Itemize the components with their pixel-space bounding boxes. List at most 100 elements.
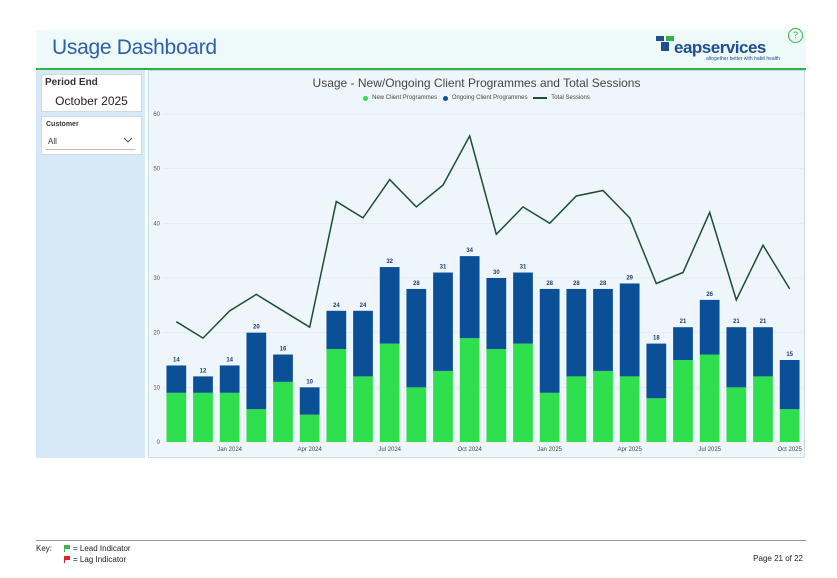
y-tick-label: 0	[157, 440, 161, 446]
bar-new-client	[193, 392, 213, 442]
usage-chart: 0 10 20 30 40 50 60 14 12 14 20 16 10 24 24 32 28 31 34 30 3…	[153, 112, 803, 453]
total-data-label: 18	[653, 336, 660, 342]
bar-new-client	[246, 409, 267, 442]
bar-ongoing-client	[486, 278, 507, 350]
bar-ongoing-client	[726, 327, 747, 388]
chevron-down-icon	[123, 137, 133, 143]
total-data-label: 26	[706, 292, 713, 298]
bar-new-client	[593, 370, 613, 442]
customer-value: All	[48, 137, 57, 146]
x-tick-label: Jul 2025	[698, 447, 721, 453]
total-data-label: 28	[413, 281, 420, 287]
y-tick-label: 50	[153, 167, 160, 173]
bar-new-client	[433, 370, 453, 442]
y-tick-label: 60	[153, 112, 160, 118]
bar-new-client	[726, 387, 747, 442]
y-tick-label: 30	[153, 276, 160, 282]
total-data-label: 28	[546, 281, 553, 287]
total-data-label: 20	[253, 325, 260, 331]
legend-label-total[interactable]: Total Sessions	[551, 95, 590, 101]
bar-new-client	[539, 392, 560, 442]
x-tick-label: Apr 2024	[297, 447, 322, 453]
usage-chart-panel: Usage - New/Ongoing Client Programmes an…	[148, 70, 805, 458]
page-title: Usage Dashboard	[52, 36, 217, 59]
legend-label-ongoing[interactable]: Ongoing Client Programmes	[451, 95, 528, 101]
lag-indicator-key: = Lag Indicator	[64, 555, 184, 564]
bar-ongoing-client	[406, 288, 427, 388]
bar-ongoing-client	[753, 327, 773, 377]
customer-dropdown[interactable]: All	[46, 135, 135, 150]
bar-ongoing-client	[646, 343, 667, 399]
bar-ongoing-client	[326, 310, 347, 350]
help-icon[interactable]: ?	[788, 28, 803, 43]
bar-new-client	[566, 376, 587, 442]
bar-ongoing-client	[433, 272, 453, 371]
x-tick-label: Oct 2024	[457, 447, 482, 453]
logo-tagline: altogether better with habit health	[706, 56, 780, 62]
legend-label-new[interactable]: New Client Programmes	[372, 95, 438, 101]
x-tick-label: Apr 2025	[617, 447, 642, 453]
total-data-label: 14	[173, 357, 180, 363]
bar-new-client	[273, 381, 293, 442]
bar-new-client	[699, 354, 720, 442]
bar-new-client	[619, 376, 640, 442]
bar-new-client	[219, 392, 240, 442]
total-data-label: 24	[333, 303, 340, 309]
x-tick-label: Jul 2024	[378, 447, 401, 453]
total-data-label: 29	[626, 275, 633, 281]
lead-indicator-key: = Lead Indicator	[64, 544, 184, 553]
total-data-label: 30	[493, 270, 500, 276]
bar-new-client	[486, 349, 507, 442]
bar-new-client	[673, 360, 693, 442]
total-data-label: 10	[306, 379, 313, 385]
bar-ongoing-client	[593, 288, 613, 371]
bar-new-client	[299, 414, 320, 442]
customer-label: Customer	[46, 121, 79, 128]
legend-swatch-new	[363, 95, 369, 101]
dashboard-header: Usage Dashboard eapservices altogether b…	[36, 28, 806, 70]
total-data-label: 21	[733, 319, 740, 325]
bar-new-client	[646, 398, 667, 442]
bar-ongoing-client	[566, 288, 587, 377]
bar-ongoing-client	[246, 332, 267, 410]
bar-ongoing-client	[459, 256, 480, 339]
bar-ongoing-client	[166, 365, 187, 393]
total-data-label: 24	[360, 303, 367, 309]
page-number: Page 21 of 22	[753, 554, 803, 563]
period-end-value: October 2025	[55, 94, 128, 108]
y-tick-label: 40	[153, 221, 160, 227]
period-end-card: Period End October 2025	[41, 74, 142, 112]
total-data-label: 34	[466, 248, 473, 254]
bar-ongoing-client	[779, 360, 800, 410]
customer-slicer: Customer All	[41, 116, 142, 155]
legend-swatch-ongoing	[442, 95, 448, 101]
chart-legend: New Client Programmes Ongoing Client Pro…	[149, 95, 804, 102]
bar-new-client	[779, 409, 800, 442]
total-data-label: 31	[520, 265, 527, 271]
bar-new-client	[379, 343, 400, 442]
bar-ongoing-client	[273, 354, 293, 382]
logo-mark-icon	[656, 36, 674, 51]
bar-new-client	[326, 349, 347, 442]
total-data-label: 31	[440, 265, 447, 271]
lead-indicator-text: = Lead Indicator	[73, 544, 131, 553]
bar-ongoing-client	[193, 376, 213, 393]
x-tick-label: Jan 2024	[217, 447, 242, 453]
total-data-label: 21	[760, 319, 767, 325]
total-data-label: 12	[200, 368, 207, 374]
total-data-label: 15	[786, 352, 793, 358]
bar-new-client	[406, 387, 427, 442]
filter-panel: Period End October 2025 Customer All	[36, 70, 145, 458]
bar-ongoing-client	[513, 272, 533, 344]
bar-ongoing-client	[699, 299, 720, 355]
bar-ongoing-client	[539, 288, 560, 393]
period-end-label: Period End	[45, 77, 98, 88]
total-data-label: 21	[680, 319, 687, 325]
y-tick-label: 20	[153, 331, 160, 337]
lag-flag-icon	[64, 556, 70, 564]
key-label: Key:	[36, 544, 53, 553]
lag-indicator-text: = Lag Indicator	[73, 555, 127, 564]
bar-ongoing-client	[379, 267, 400, 344]
total-data-label: 16	[280, 347, 287, 353]
eap-logo: eapservices altogether better with habit…	[656, 32, 796, 64]
